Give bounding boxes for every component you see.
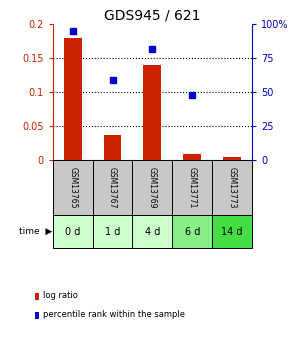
Text: GSM13771: GSM13771 — [188, 167, 197, 208]
Bar — [172, 160, 212, 215]
Bar — [223, 157, 241, 160]
Text: GSM13765: GSM13765 — [68, 167, 77, 208]
Bar — [53, 215, 93, 248]
Text: GSM13769: GSM13769 — [148, 167, 157, 208]
Bar — [212, 160, 252, 215]
Text: time  ▶: time ▶ — [19, 227, 52, 236]
Bar — [172, 215, 212, 248]
Text: 0 d: 0 d — [65, 227, 80, 237]
Text: 4 d: 4 d — [145, 227, 160, 237]
Bar — [93, 160, 132, 215]
Bar — [103, 135, 122, 160]
Text: 6 d: 6 d — [185, 227, 200, 237]
Bar — [93, 215, 132, 248]
Text: 1 d: 1 d — [105, 227, 120, 237]
Bar — [53, 160, 93, 215]
Text: GSM13773: GSM13773 — [228, 167, 236, 208]
Text: GSM13767: GSM13767 — [108, 167, 117, 208]
Bar — [132, 215, 172, 248]
Bar — [143, 65, 161, 160]
Bar — [212, 215, 252, 248]
Text: 14 d: 14 d — [221, 227, 243, 237]
Bar — [132, 160, 172, 215]
Bar — [64, 38, 82, 160]
Text: log ratio: log ratio — [43, 291, 78, 300]
Text: percentile rank within the sample: percentile rank within the sample — [43, 310, 185, 319]
Title: GDS945 / 621: GDS945 / 621 — [104, 9, 201, 23]
Bar — [183, 154, 201, 160]
